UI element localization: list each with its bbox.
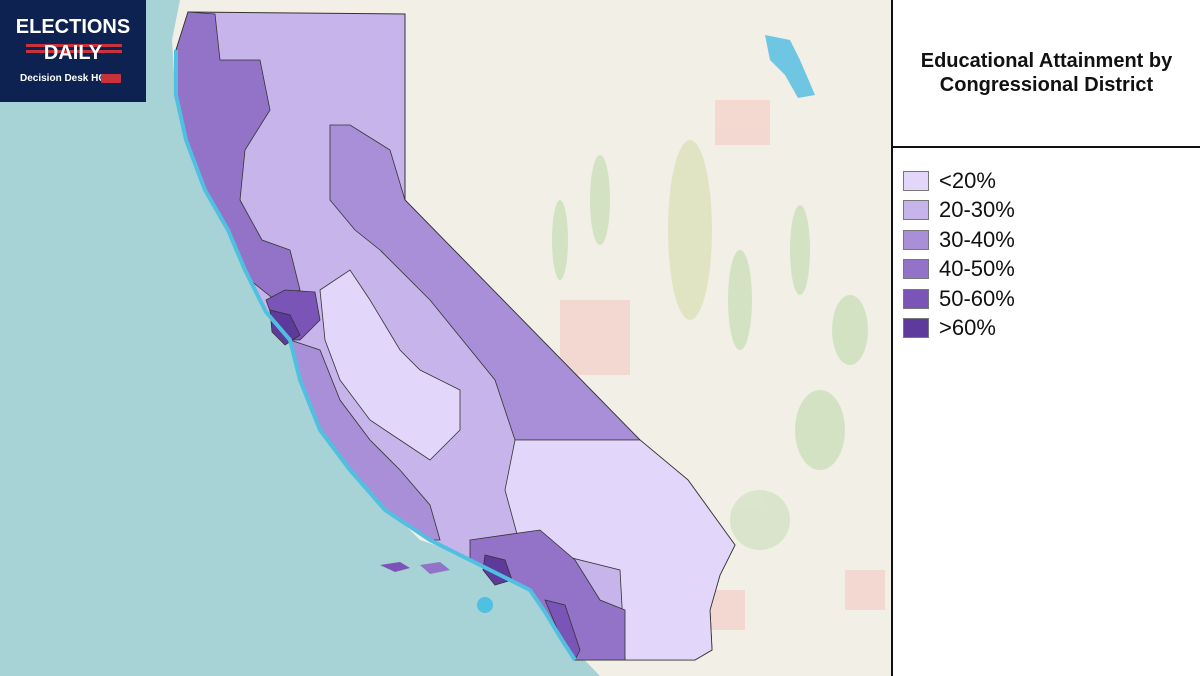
channel-islands — [420, 562, 450, 574]
coastline — [174, 50, 577, 662]
legend-item: 40-50% — [903, 255, 1200, 285]
side-panel: Educational Attainment by Congressional … — [891, 0, 1200, 676]
legend: <20% 20-30% 30-40% 40-50% 50-60% >60% — [893, 148, 1200, 343]
logo-line-3: Decision Desk HQ — [20, 73, 107, 84]
legend-swatch — [903, 170, 929, 191]
legend-label: 40-50% — [939, 256, 1015, 282]
legend-item: 50-60% — [903, 284, 1200, 314]
district-sierra — [329, 124, 641, 441]
logo-stripe — [26, 50, 122, 53]
district-bay-core — [269, 309, 301, 346]
legend-label: >60% — [939, 315, 996, 341]
legend-item: >60% — [903, 314, 1200, 344]
logo-line-2: DAILY — [43, 42, 103, 64]
legend-swatch — [903, 288, 929, 309]
legend-label: 20-30% — [939, 197, 1015, 223]
title-box: Educational Attainment by Congressional … — [893, 0, 1200, 148]
legend-swatch — [903, 200, 929, 221]
legend-swatch — [903, 318, 929, 339]
channel-islands — [380, 562, 410, 572]
legend-label: 50-60% — [939, 285, 1015, 311]
district-central-valley — [319, 269, 461, 461]
legend-swatch — [903, 229, 929, 250]
logo-badge — [101, 74, 121, 83]
map-title: Educational Attainment by Congressional … — [920, 50, 1173, 96]
elections-daily-logo: ELECTIONS DAILY Decision Desk HQ — [0, 0, 146, 102]
lake — [765, 35, 815, 98]
channel-islands — [477, 597, 493, 613]
legend-label: 30-40% — [939, 226, 1015, 252]
district-map — [0, 0, 891, 676]
legend-label: <20% — [939, 167, 996, 193]
logo-line-1: ELECTIONS — [15, 16, 131, 38]
legend-item: 30-40% — [903, 225, 1200, 255]
legend-item: 20-30% — [903, 196, 1200, 226]
legend-item: <20% — [903, 166, 1200, 196]
logo-stripe — [26, 44, 122, 47]
terrain-patches — [552, 100, 885, 630]
legend-swatch — [903, 259, 929, 280]
